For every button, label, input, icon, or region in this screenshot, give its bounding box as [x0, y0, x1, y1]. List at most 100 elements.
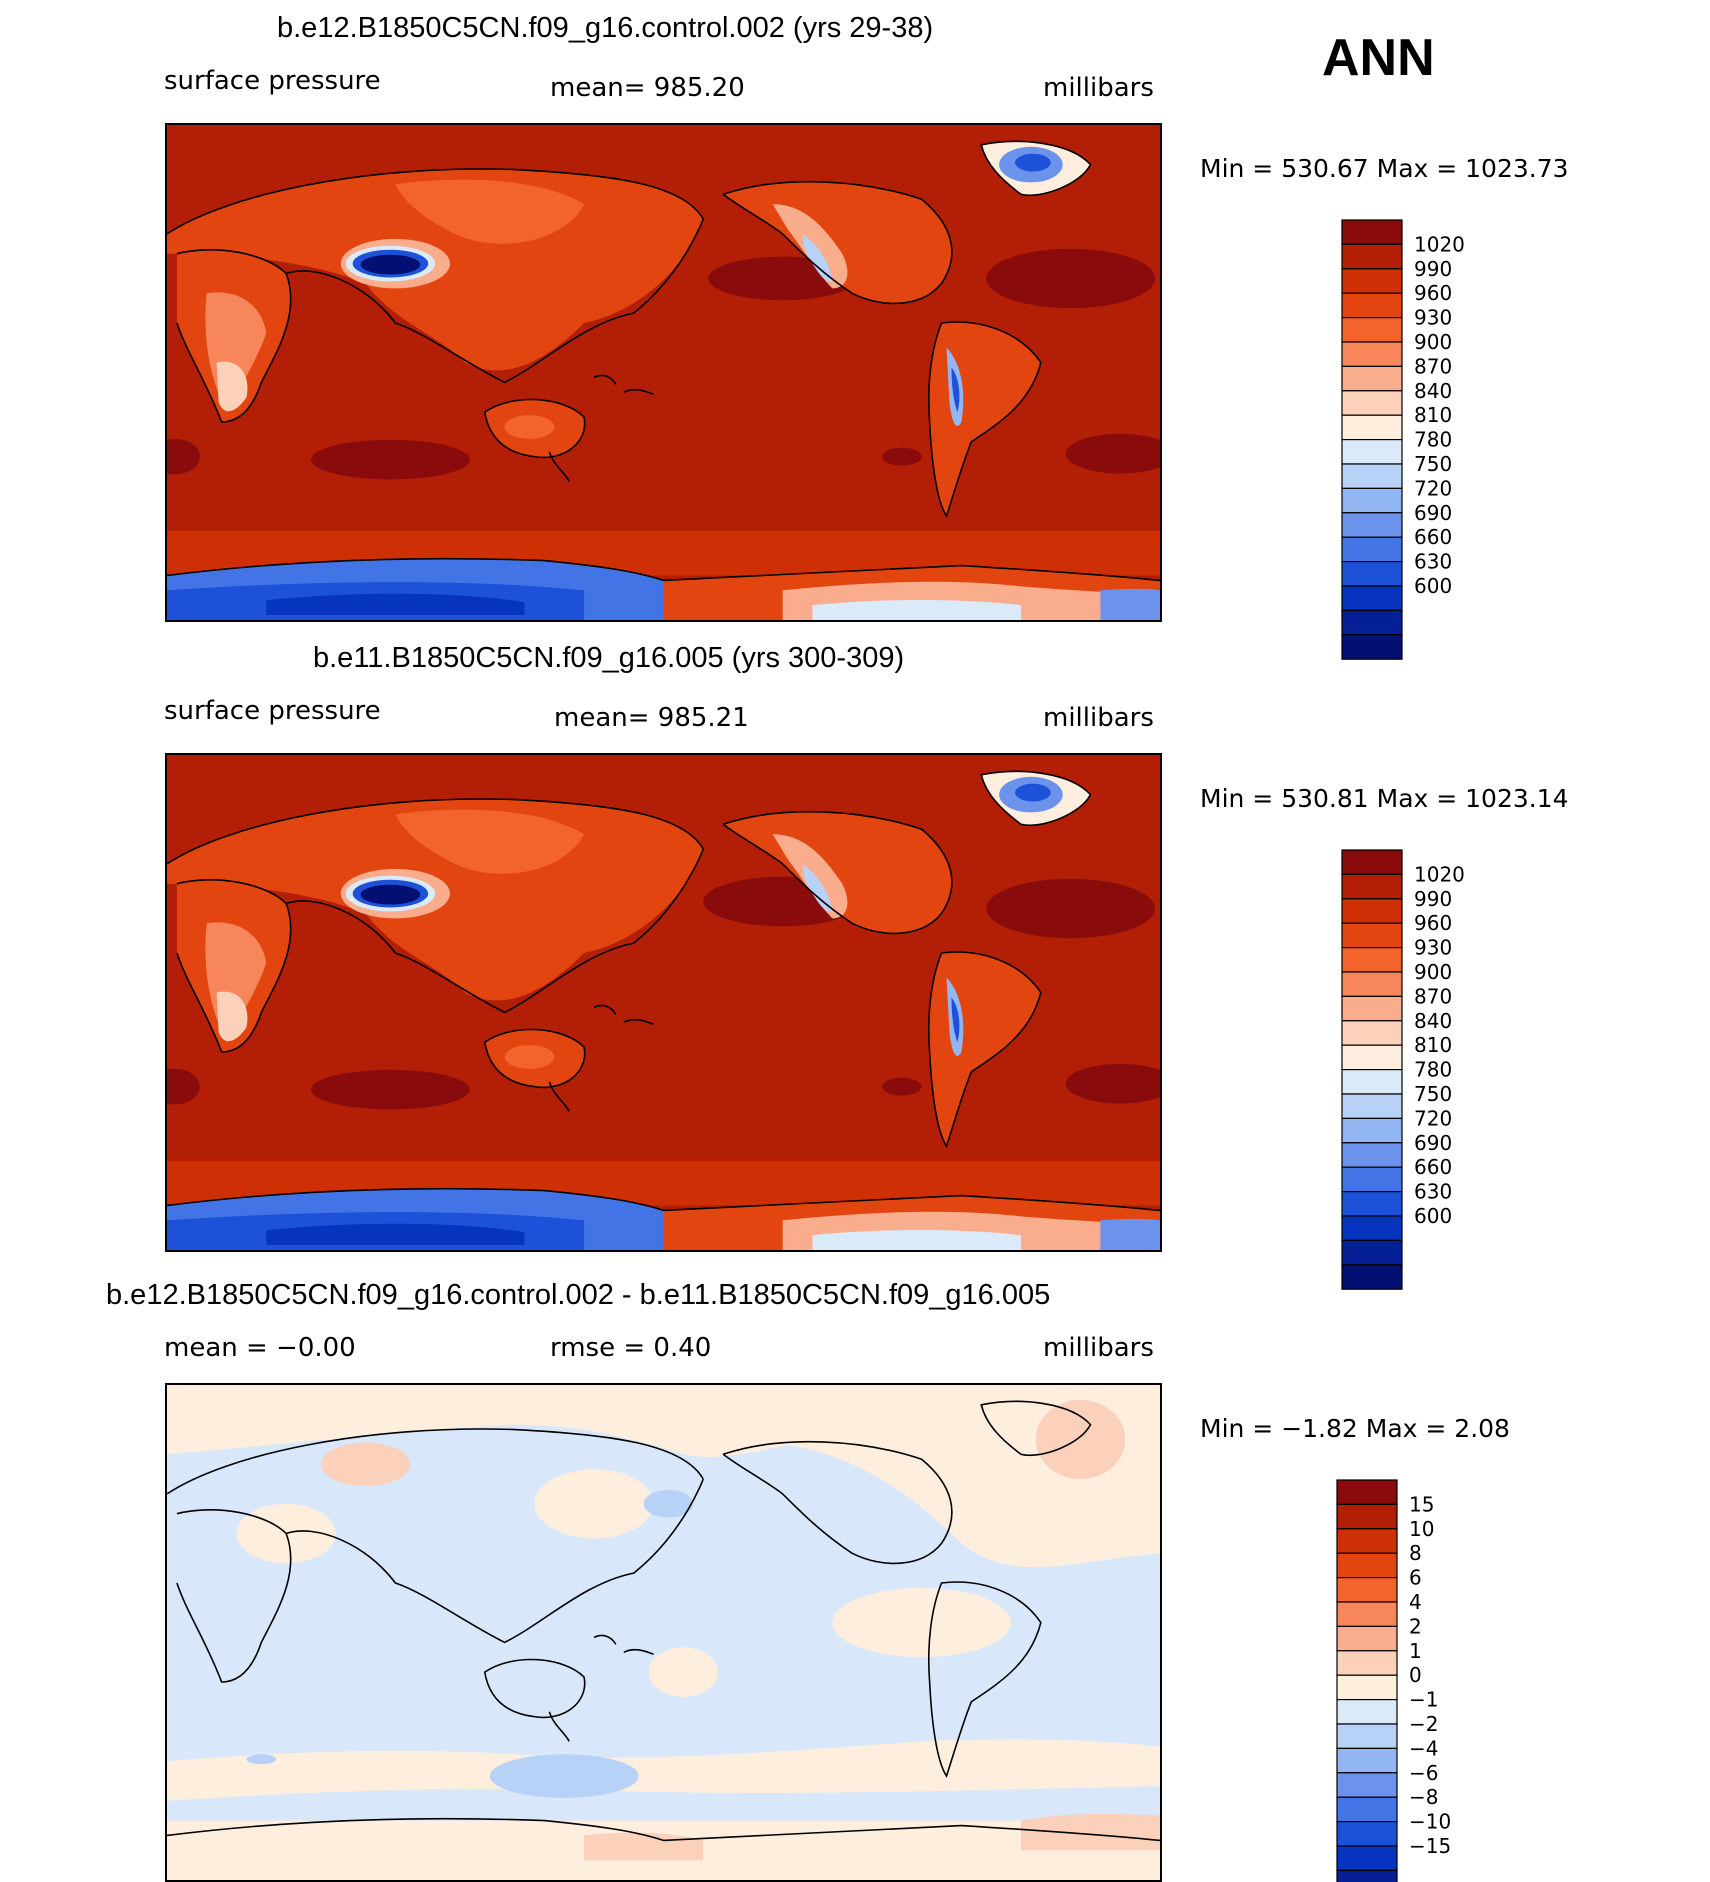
colorbar-level-label: 690 — [1414, 1131, 1452, 1155]
colorbar-level-label: 780 — [1414, 1058, 1452, 1082]
colorbar-level-label: 720 — [1414, 1106, 1452, 1130]
colorbar-swatch — [1341, 1044, 1403, 1071]
colorbar-swatch — [1341, 439, 1403, 465]
panel2-units: millibars — [1043, 703, 1154, 733]
colorbar-swatch — [1341, 1142, 1403, 1168]
panel1-map-svg — [167, 125, 1160, 620]
panel2-map-svg — [167, 755, 1160, 1250]
colorbar-level-label: 690 — [1414, 501, 1452, 525]
panel2-colorbar: 1020 990 960 930 900 870 840 810 780 750 720 690 660… — [1340, 848, 1470, 1290]
panel1-minmax: Min = 530.67 Max = 1023.73 — [1200, 154, 1569, 183]
colorbar-swatch — [1341, 316, 1403, 343]
colorbar-level-label: −1 — [1409, 1688, 1438, 1712]
colorbar-level-label: −2 — [1409, 1712, 1438, 1736]
colorbar-level-label: 720 — [1414, 476, 1452, 500]
colorbar-swatch — [1341, 463, 1403, 489]
colorbar-level-label: 960 — [1414, 281, 1452, 305]
colorbar-swatch — [1341, 1117, 1403, 1144]
panel3-units: millibars — [1043, 1333, 1154, 1363]
panel2-minmax: Min = 530.81 Max = 1023.14 — [1200, 784, 1569, 813]
colorbar-swatch — [1336, 1601, 1398, 1627]
colorbar-level-label: 870 — [1414, 984, 1452, 1008]
season-label: ANN — [1322, 29, 1435, 87]
colorbar-level-label: 6 — [1409, 1566, 1422, 1590]
colorbar-swatch — [1341, 1191, 1403, 1217]
colorbar-swatch — [1341, 585, 1403, 611]
colorbar-level-label: 600 — [1414, 574, 1452, 598]
colorbar-level-label: 870 — [1414, 354, 1452, 378]
colorbar-swatch — [1341, 898, 1403, 924]
panel3-colorbar: 15 10 8 6 4 2 1 0 −1 −2 −4 −6 −8 −10 −15 — [1335, 1478, 1475, 1882]
panel1-variable: surface pressure — [164, 66, 381, 96]
colorbar-level-label: 810 — [1414, 403, 1452, 427]
colorbar-swatch — [1341, 995, 1403, 1022]
colorbar-swatch — [1341, 292, 1403, 319]
colorbar-swatch — [1341, 634, 1403, 660]
panel1-map — [165, 123, 1162, 622]
colorbar-swatch — [1341, 946, 1403, 973]
colorbar-swatch — [1336, 1796, 1398, 1823]
colorbar-level-label: 750 — [1414, 452, 1452, 476]
colorbar-swatch — [1336, 1674, 1398, 1701]
colorbar-level-label: −15 — [1409, 1834, 1451, 1858]
colorbar-swatch — [1336, 1723, 1398, 1749]
panel3-map — [165, 1383, 1162, 1882]
colorbar-swatch — [1341, 487, 1403, 514]
colorbar-level-label: 780 — [1414, 428, 1452, 452]
colorbar-swatch — [1341, 268, 1403, 294]
colorbar-level-label: 4 — [1409, 1590, 1422, 1614]
colorbar-swatch — [1336, 1747, 1398, 1774]
colorbar-level-label: 600 — [1414, 1204, 1452, 1228]
panel1-title: b.e12.B1850C5CN.f09_g16.control.002 (yrs… — [277, 12, 934, 44]
panel1-colorbar: 1020 990 960 930 900 870 840 810 780 750 720 690 660… — [1340, 218, 1470, 660]
colorbar-swatch — [1336, 1528, 1398, 1554]
colorbar-swatch — [1341, 922, 1403, 949]
panel3-title: b.e12.B1850C5CN.f09_g16.control.002 - b.… — [106, 1279, 1051, 1311]
colorbar-swatch — [1336, 1552, 1398, 1579]
panel3-map-svg — [167, 1385, 1160, 1880]
colorbar-swatch — [1341, 1264, 1403, 1290]
colorbar-swatch — [1336, 1625, 1398, 1652]
colorbar-swatch — [1341, 849, 1403, 875]
colorbar-swatch — [1336, 1821, 1398, 1847]
colorbar-swatch — [1341, 365, 1403, 392]
panel2-map — [165, 753, 1162, 1252]
colorbar-swatch — [1341, 341, 1403, 367]
colorbar-swatch — [1341, 1239, 1403, 1266]
colorbar-swatch — [1341, 1020, 1403, 1046]
colorbar-level-label: 1020 — [1414, 862, 1465, 886]
colorbar-level-label: −6 — [1409, 1761, 1438, 1785]
panel2-mean: mean= 985.21 — [554, 703, 749, 733]
colorbar-swatch — [1336, 1699, 1398, 1725]
colorbar-level-label: 840 — [1414, 379, 1452, 403]
colorbar-swatch — [1336, 1869, 1398, 1882]
colorbar-swatch — [1341, 609, 1403, 636]
colorbar-swatch — [1336, 1845, 1398, 1871]
colorbar-level-label: 1020 — [1414, 232, 1465, 256]
panel2-variable: surface pressure — [164, 696, 381, 726]
panel3-mean: mean = −0.00 — [164, 1333, 356, 1363]
high-south-pacific — [881, 447, 922, 466]
panel1-units: millibars — [1043, 73, 1154, 103]
high-south-indian — [310, 439, 470, 480]
colorbar-level-label: 840 — [1414, 1009, 1452, 1033]
colorbar-swatch — [1341, 219, 1403, 245]
high-north-atlantic — [986, 248, 1156, 309]
panel1-mean: mean= 985.20 — [550, 73, 745, 103]
colorbar-level-label: 930 — [1414, 306, 1452, 330]
colorbar-swatch — [1341, 1093, 1403, 1119]
colorbar-level-label: 750 — [1414, 1082, 1452, 1106]
colorbar-swatch — [1336, 1576, 1398, 1603]
panel2-title: b.e11.B1850C5CN.f09_g16.005 (yrs 300-309… — [313, 642, 905, 674]
colorbar-level-label: 810 — [1414, 1033, 1452, 1057]
colorbar-level-label: 0 — [1409, 1663, 1422, 1687]
colorbar-swatch — [1341, 536, 1403, 563]
colorbar-level-label: 630 — [1414, 550, 1452, 574]
colorbar-swatch — [1341, 873, 1403, 900]
colorbar-level-label: 8 — [1409, 1541, 1422, 1565]
colorbar-swatch — [1336, 1503, 1398, 1530]
colorbar-level-label: 930 — [1414, 936, 1452, 960]
colorbar-swatch — [1336, 1479, 1398, 1505]
panel3-minmax: Min = −1.82 Max = 2.08 — [1200, 1414, 1510, 1443]
colorbar-level-label: 15 — [1409, 1492, 1434, 1516]
